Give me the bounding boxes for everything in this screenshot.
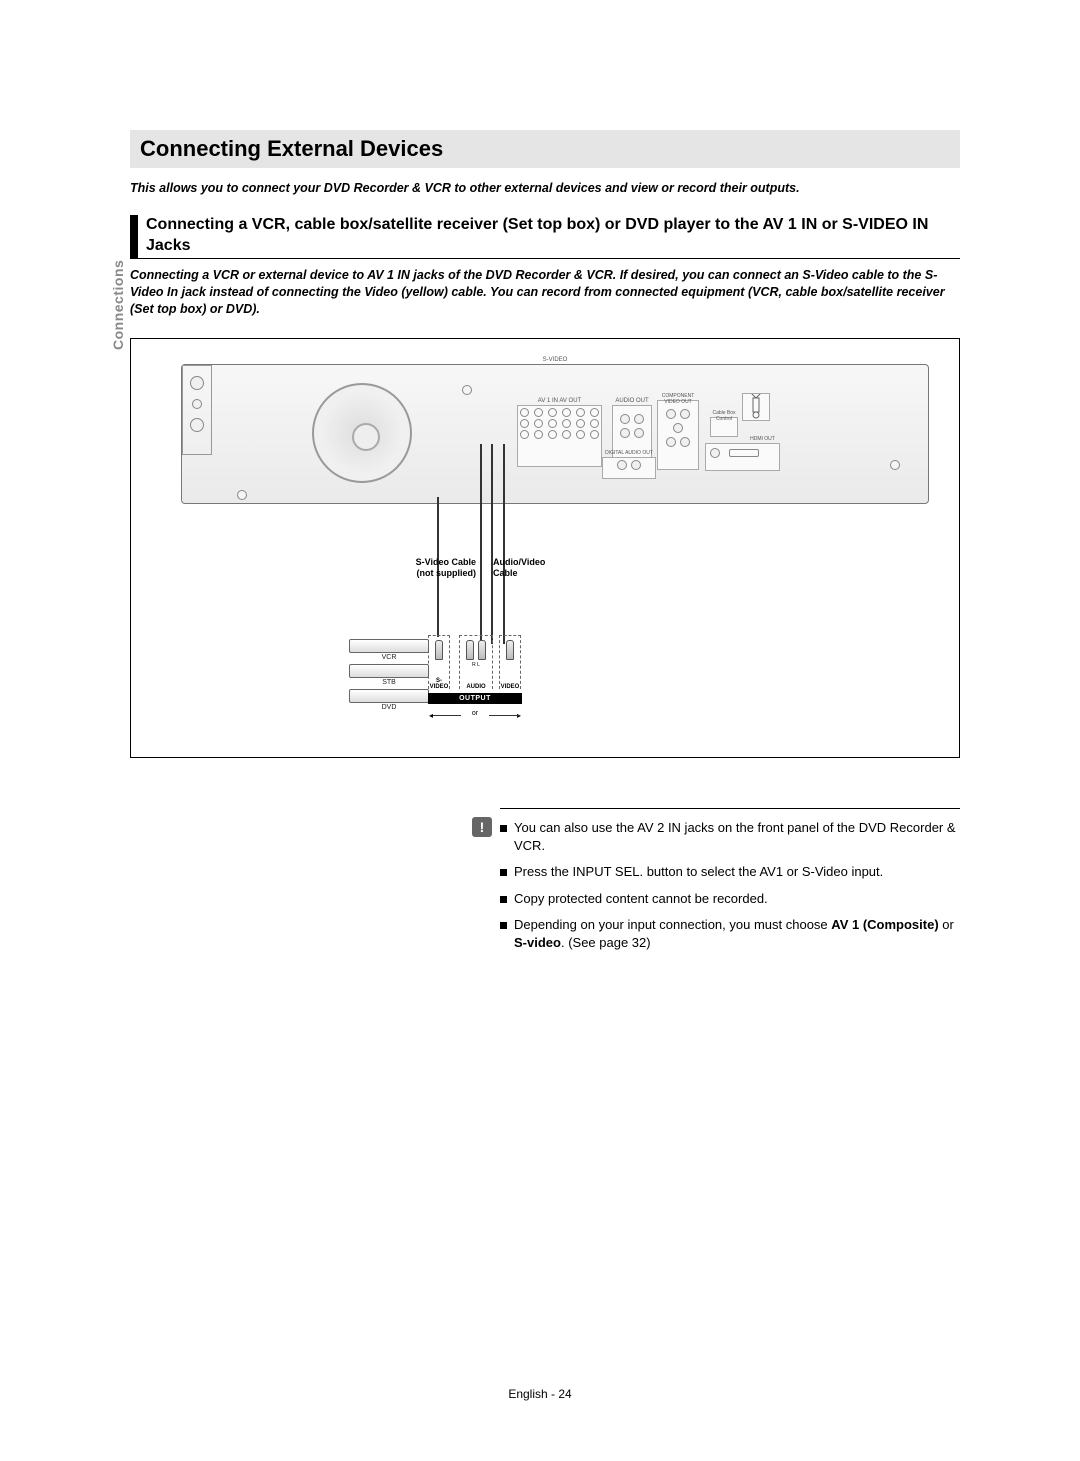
arrow-right-icon: ▸ (517, 711, 521, 720)
plug-icon (478, 640, 486, 660)
antenna-port-group (742, 393, 770, 421)
port-label: COMPONENT VIDEO OUT (658, 393, 698, 405)
audio-plug-group: R L AUDIO (459, 635, 493, 689)
section-title-bar: Connecting External Devices (130, 130, 960, 168)
arrow-left-icon: ◂ (429, 711, 433, 720)
plug-icon (435, 640, 443, 660)
device-rear-panel: S-VIDEO AV 1 IN AV OUT AUDIO OUT COMPONE… (181, 364, 929, 504)
port-label: S-VIDEO (182, 357, 928, 363)
plug-label: S-VIDEO (429, 678, 449, 690)
rl-label: R L (463, 662, 489, 668)
intro-paragraph: This allows you to connect your DVD Reco… (130, 180, 960, 197)
plug-icon (466, 640, 474, 660)
digital-audio-out-group: DIGITAL AUDIO OUT (602, 457, 656, 479)
or-divider: ◂ or ▸ (431, 710, 519, 720)
av-cable-line (480, 444, 482, 644)
dvd-device-icon (349, 689, 429, 703)
video-plug-group: VIDEO (499, 635, 521, 689)
plug-label: AUDIO (460, 684, 492, 690)
or-text: or (472, 710, 478, 717)
fan-icon (312, 383, 412, 483)
note-item: Depending on your input connection, you … (500, 916, 960, 952)
note-icon: ! (472, 817, 492, 837)
svideo-port-column: S-VIDEO (182, 365, 212, 455)
plug-icon (506, 640, 514, 660)
section-title: Connecting External Devices (140, 136, 950, 162)
svideo-cable-label: S-Video Cable (not supplied) (396, 557, 476, 579)
hdmi-out-group: HDMI OUT (705, 443, 780, 471)
source-devices-stack: VCR STB DVD (349, 639, 429, 714)
port-label: DIGITAL AUDIO OUT (603, 450, 655, 456)
subheading: Connecting a VCR, cable box/satellite re… (146, 215, 960, 259)
vcr-label: VCR (349, 654, 429, 661)
screw-icon (462, 385, 472, 395)
av-cable-line (491, 444, 493, 644)
output-label-bar: OUTPUT (428, 693, 522, 704)
jack-icon (192, 399, 202, 409)
stb-device-icon (349, 664, 429, 678)
cable-box-control-group: Cable Box Control (710, 417, 738, 437)
jack-icon (190, 418, 204, 432)
subheading-bar-icon (130, 215, 138, 259)
notes-list: You can also use the AV 2 IN jacks on th… (500, 819, 960, 952)
plug-label: VIDEO (500, 684, 520, 690)
av-cable-line (503, 444, 505, 644)
port-label: Cable Box Control (711, 410, 737, 422)
notes-section: ! You can also use the AV 2 IN jacks on … (500, 808, 960, 952)
screw-icon (237, 490, 247, 500)
stb-label: STB (349, 679, 429, 686)
connection-diagram: S-VIDEO AV 1 IN AV OUT AUDIO OUT COMPONE… (130, 338, 960, 758)
port-label: AUDIO OUT (613, 398, 651, 404)
subheading-wrap: Connecting a VCR, cable box/satellite re… (130, 215, 960, 260)
note-item: Copy protected content cannot be recorde… (500, 890, 960, 908)
port-label: AV 1 IN AV OUT (518, 398, 601, 404)
vcr-device-icon (349, 639, 429, 653)
dvd-label: DVD (349, 704, 429, 711)
av-cable-label: Audio/Video Cable (493, 557, 573, 579)
av-in-out-group: AV 1 IN AV OUT (517, 405, 602, 467)
component-out-group: COMPONENT VIDEO OUT (657, 400, 699, 470)
svideo-plug-group: S-VIDEO (428, 635, 450, 689)
page-footer: English - 24 (0, 1387, 1080, 1401)
antenna-icon (743, 394, 769, 420)
side-section-label: Connections (110, 260, 126, 350)
screw-icon (890, 460, 900, 470)
note-item: Press the INPUT SEL. button to select th… (500, 863, 960, 881)
svideo-jack-icon (190, 376, 204, 390)
subheading-description: Connecting a VCR or external device to A… (130, 267, 960, 318)
note-item: You can also use the AV 2 IN jacks on th… (500, 819, 960, 855)
port-label: HDMI OUT (746, 436, 779, 442)
